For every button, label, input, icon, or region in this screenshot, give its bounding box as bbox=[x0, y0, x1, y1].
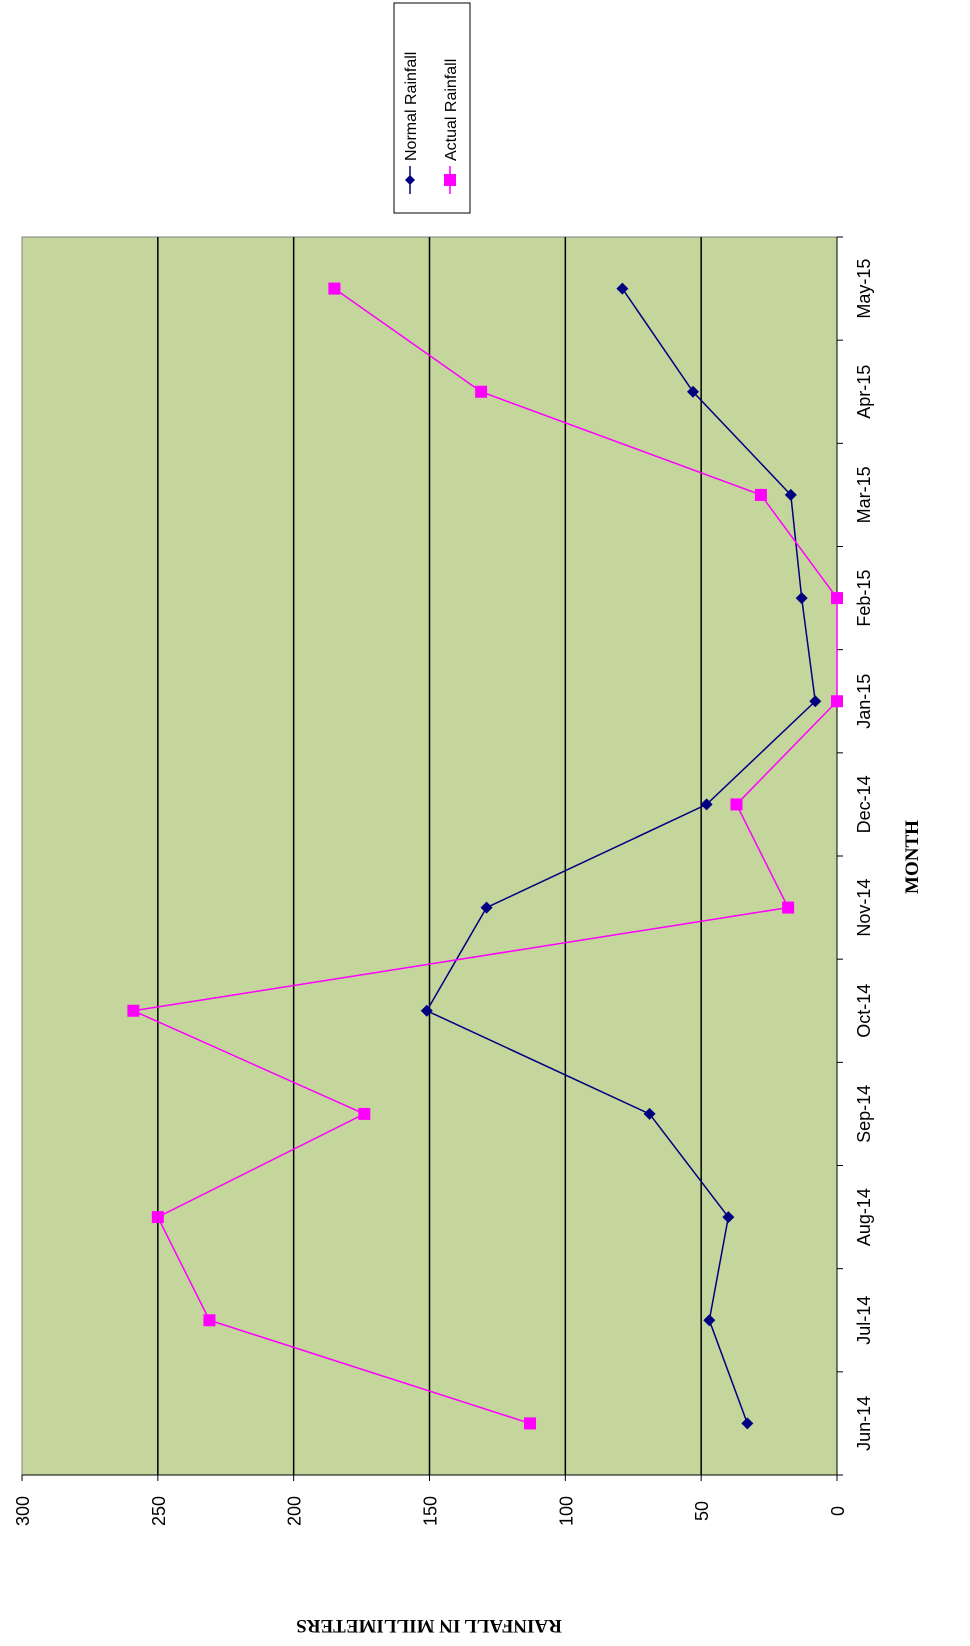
point-actual-Apr-15 bbox=[475, 385, 488, 398]
point-normal-Dec-14 bbox=[700, 798, 713, 811]
category-label-Nov-14: Nov-14 bbox=[854, 879, 874, 937]
category-label-May-15: May-15 bbox=[854, 259, 874, 319]
series-layer bbox=[127, 282, 843, 1430]
point-actual-May-15 bbox=[328, 282, 341, 295]
category-label-Apr-15: Apr-15 bbox=[854, 365, 874, 419]
category-label-Oct-14: Oct-14 bbox=[854, 984, 874, 1038]
legend-box bbox=[393, 2, 471, 214]
point-normal-May-15 bbox=[616, 282, 629, 295]
point-actual-Nov-14 bbox=[782, 901, 795, 914]
point-normal-Oct-14 bbox=[420, 1004, 433, 1017]
point-normal-Jul-14 bbox=[703, 1314, 716, 1327]
y-axis-title: RAINFALL IN MILLIMETERS bbox=[296, 1615, 562, 1636]
point-normal-Jan-15 bbox=[809, 695, 822, 708]
point-normal-Feb-15 bbox=[795, 592, 808, 605]
category-label-Aug-14: Aug-14 bbox=[854, 1188, 874, 1246]
legend: Normal Rainfall Actual Rainfall bbox=[393, 2, 471, 214]
series-line-1 bbox=[130, 287, 838, 1425]
point-normal-Nov-14 bbox=[480, 901, 493, 914]
point-normal-Mar-15 bbox=[784, 488, 797, 501]
category-label-Jul-14: Jul-14 bbox=[854, 1296, 874, 1345]
legend-label-actual: Actual Rainfall bbox=[443, 59, 460, 161]
point-actual-Feb-15 bbox=[831, 592, 843, 605]
point-actual-Jul-14 bbox=[203, 1314, 216, 1327]
category-label-Mar-15: Mar-15 bbox=[854, 466, 874, 523]
point-actual-Jun-14 bbox=[524, 1417, 537, 1430]
point-normal-Apr-15 bbox=[687, 385, 700, 398]
point-normal-Aug-14 bbox=[722, 1211, 735, 1224]
value-tick-label-100: 100 bbox=[556, 1496, 576, 1526]
value-tick-label-0: 0 bbox=[828, 1506, 848, 1516]
x-axis-title: MONTH bbox=[902, 820, 923, 894]
point-actual-Aug-14 bbox=[151, 1211, 164, 1224]
value-tick-label-50: 50 bbox=[692, 1501, 712, 1521]
point-normal-Jun-14 bbox=[741, 1417, 754, 1430]
value-tick-label-200: 200 bbox=[285, 1496, 305, 1526]
point-actual-Dec-14 bbox=[730, 798, 743, 811]
category-label-Feb-15: Feb-15 bbox=[854, 570, 874, 627]
legend-marker-actual bbox=[444, 174, 456, 186]
point-normal-Sep-14 bbox=[643, 1107, 656, 1120]
category-label-Sep-14: Sep-14 bbox=[854, 1085, 874, 1143]
value-tick-label-250: 250 bbox=[149, 1496, 169, 1526]
value-tick-label-150: 150 bbox=[421, 1496, 441, 1526]
legend-label-normal: Normal Rainfall bbox=[403, 52, 420, 161]
series-line-0 bbox=[425, 288, 817, 1424]
axes: 0 50 100 150 200 250 300 Jun-14 Jul-14 Aug-14 Sep-… bbox=[13, 236, 874, 1526]
point-actual-Sep-14 bbox=[358, 1107, 371, 1120]
point-actual-Oct-14 bbox=[127, 1004, 140, 1017]
category-label-Dec-14: Dec-14 bbox=[854, 775, 874, 833]
legend-marker-normal bbox=[405, 175, 415, 185]
category-label-Jan-15: Jan-15 bbox=[854, 674, 874, 729]
value-tick-label-300: 300 bbox=[13, 1496, 33, 1526]
point-actual-Jan-15 bbox=[831, 695, 843, 708]
gridlines bbox=[157, 237, 702, 1475]
category-label-Jun-14: Jun-14 bbox=[854, 1396, 874, 1451]
point-actual-Mar-15 bbox=[754, 488, 767, 501]
